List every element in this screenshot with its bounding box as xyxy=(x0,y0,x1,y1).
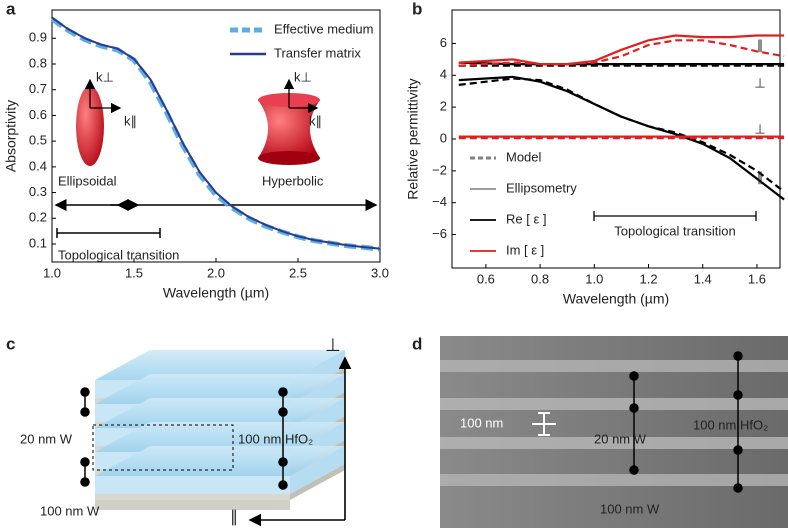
x-tick-label: 2.5 xyxy=(289,265,307,280)
y-axis-title: Relative permittivity xyxy=(405,78,421,199)
legend-label: Re [ ε ] xyxy=(506,211,546,226)
axis-symbol: ⊥ xyxy=(325,335,341,355)
legend-label: Effective medium xyxy=(274,21,373,36)
hfo2-layer xyxy=(95,350,345,380)
diagram-axes xyxy=(92,356,352,527)
annotation: k⊥ xyxy=(294,69,312,84)
legend-label: Im [ ε ] xyxy=(506,242,544,257)
y-tick-label: 0.7 xyxy=(29,81,47,96)
diagram-label: 100 nm HfO₂ xyxy=(238,431,313,446)
y-axis-title: Absorptivity xyxy=(3,100,19,172)
layer-stack xyxy=(95,350,345,510)
y-tick-label: 0.5 xyxy=(29,133,47,148)
y-tick-label: −4 xyxy=(432,194,447,209)
annotation: ∥ xyxy=(757,37,764,52)
transition-arrows xyxy=(54,199,378,238)
diagram-label: 20 nm W xyxy=(20,431,73,446)
data-line xyxy=(458,34,785,66)
panel-label: b xyxy=(412,0,422,18)
x-tick-label: 1.4 xyxy=(694,271,712,286)
x-axis-title: Wavelength (µm) xyxy=(163,285,269,301)
annotation: ⊥ xyxy=(754,75,765,90)
y-tick-label: −2 xyxy=(432,162,447,177)
annotation: k⊥ xyxy=(96,69,114,84)
x-tick-label: 3.0 xyxy=(371,265,389,280)
legend-label: Transfer matrix xyxy=(274,45,361,60)
diagram-label: 100 nm W xyxy=(40,503,100,518)
scale-bar xyxy=(532,412,556,436)
annotation: Hyperbolic xyxy=(262,173,324,188)
w-substrate xyxy=(95,500,290,510)
transition-bracket xyxy=(593,211,757,221)
annotation: Ellipsoidal xyxy=(58,173,117,188)
x-tick-label: 1.0 xyxy=(43,265,61,280)
annotation: ⊥ xyxy=(754,121,765,136)
y-tick-label: −6 xyxy=(432,226,447,241)
annotation: k∥ xyxy=(124,113,137,128)
w-layer-right xyxy=(290,464,345,500)
y-tick-label: 0 xyxy=(440,130,447,145)
micrograph-markers xyxy=(629,351,743,493)
x-tick-label: 0.8 xyxy=(531,271,549,286)
panel-label: c xyxy=(6,334,15,353)
ellipsoid-icon xyxy=(76,78,122,166)
micrograph-label: 20 nm W xyxy=(594,431,647,446)
x-tick-label: 1.5 xyxy=(125,265,143,280)
y-tick-label: 0.2 xyxy=(29,210,47,225)
micrograph-label: 100 nm HfO₂ xyxy=(693,417,768,432)
micrograph-label: 100 nm W xyxy=(600,501,660,516)
annotation: Topological transition xyxy=(58,247,179,262)
data-line xyxy=(458,77,785,193)
x-axis-title: Wavelength (µm) xyxy=(563,291,669,307)
panel-label: a xyxy=(6,0,16,18)
x-tick-label: 1.2 xyxy=(639,271,657,286)
annotation: Topological transition xyxy=(614,223,735,238)
micrograph xyxy=(440,336,788,528)
data-line xyxy=(458,39,785,67)
y-tick-label: 0.3 xyxy=(29,184,47,199)
hfo2-layer-side xyxy=(95,476,290,494)
annotation: k∥ xyxy=(309,113,322,128)
data-line xyxy=(50,16,381,252)
hyperboloid-icon xyxy=(258,78,320,165)
legend-label: Ellipsometry xyxy=(506,180,577,195)
y-tick-label: 0.8 xyxy=(29,55,47,70)
micrograph-label: 100 nm xyxy=(460,415,503,430)
x-tick-label: 1.0 xyxy=(585,271,603,286)
axis-symbol: ∥ xyxy=(230,509,238,526)
x-tick-label: 1.6 xyxy=(748,271,766,286)
y-tick-label: 2 xyxy=(440,99,447,114)
y-tick-label: 6 xyxy=(440,35,447,50)
thickness-markers xyxy=(80,387,288,490)
legend-label: Model xyxy=(506,149,542,164)
panel-label: d xyxy=(412,334,422,353)
y-tick-label: 0.1 xyxy=(29,235,47,250)
y-tick-label: 0.4 xyxy=(29,158,47,173)
data-line xyxy=(458,61,785,66)
hfo2-layer-right xyxy=(290,446,345,494)
w-layer xyxy=(95,494,290,500)
y-tick-label: 4 xyxy=(440,67,447,82)
annotation: ∥ xyxy=(757,169,764,184)
x-tick-label: 2.0 xyxy=(207,265,225,280)
data-line xyxy=(51,16,381,250)
y-tick-label: 0.9 xyxy=(29,30,47,45)
y-tick-label: 0.6 xyxy=(29,107,47,122)
x-tick-label: 0.6 xyxy=(477,271,495,286)
